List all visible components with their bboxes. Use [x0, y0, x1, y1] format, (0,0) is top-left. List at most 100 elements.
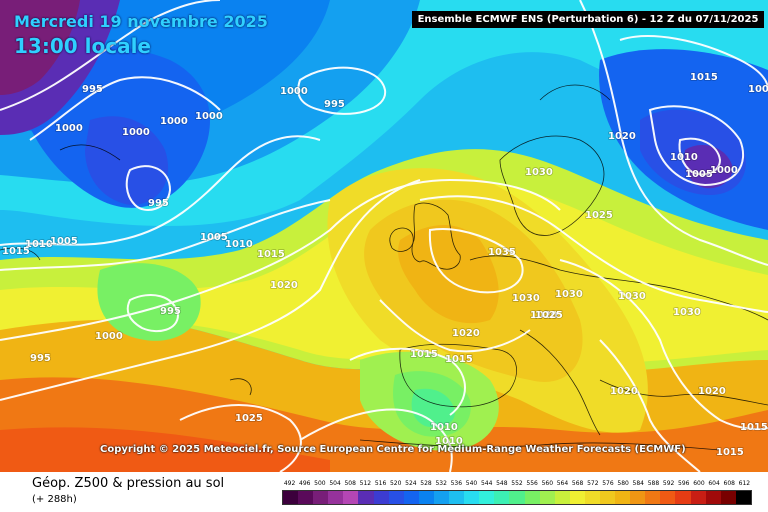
pressure-labels: 995 1000 1000 1000 1000 1000 995 995 101…	[1, 71, 768, 459]
scale-value: 500	[314, 480, 326, 487]
scale-value: 604	[708, 480, 720, 487]
scale-swatch	[615, 491, 631, 504]
pressure-label: 1030	[555, 289, 583, 300]
pressure-label: 995	[148, 198, 169, 209]
pressure-label: 1010	[25, 239, 53, 250]
pressure-label: 1020	[610, 386, 638, 397]
scale-swatch	[735, 491, 751, 504]
pressure-label: 1030	[512, 293, 540, 304]
pressure-label: 1015	[740, 422, 768, 433]
pressure-label: 1030	[673, 307, 701, 318]
pressure-label: 1010	[435, 436, 463, 447]
scale-swatch	[509, 491, 525, 504]
pressure-label: 1020	[530, 310, 558, 321]
scale-swatch	[464, 491, 480, 504]
scale-swatch	[720, 491, 736, 504]
scale-swatch	[705, 491, 721, 504]
scale-value: 608	[723, 480, 735, 487]
scale-value: 584	[632, 480, 644, 487]
scale-swatch	[433, 491, 450, 504]
scale-value: 564	[556, 480, 569, 487]
scale-swatch	[569, 491, 585, 504]
scale-value: 580	[617, 480, 629, 487]
scale-value: 496	[299, 480, 311, 487]
model-banner: Ensemble ECMWF ENS (Perturbation 6) - 12…	[412, 11, 764, 28]
pressure-label: 1000	[710, 165, 738, 176]
geopotential-field: 995 1000 1000 1000 1000 1000 995 995 101…	[0, 0, 768, 472]
pressure-label: 1015	[445, 354, 473, 365]
pressure-label: 1000	[160, 116, 188, 127]
scale-swatch	[675, 491, 691, 504]
pressure-label: 1015	[410, 349, 438, 360]
legend-subtitle: (+ 288h)	[32, 494, 77, 505]
pressure-label: 995	[324, 99, 345, 110]
pressure-label: 1010	[225, 239, 253, 250]
scale-value: 576	[602, 480, 614, 487]
pressure-label: 1015	[690, 72, 718, 83]
legend-title: Géop. Z500 & pression au sol	[32, 476, 225, 491]
scale-value: 528	[420, 480, 432, 487]
pressure-label: 1020	[608, 131, 636, 142]
scale-swatch	[584, 491, 600, 504]
scale-swatch	[660, 491, 676, 504]
scale-value: 540	[465, 480, 478, 487]
pressure-label: 1000	[748, 84, 768, 95]
scale-value: 556	[526, 480, 538, 487]
pressure-label: 1015	[716, 447, 744, 458]
scale-value: 596	[678, 480, 690, 487]
scale-swatch	[298, 491, 314, 504]
scale-value: 568	[571, 480, 584, 487]
scale-value: 560	[541, 480, 554, 487]
scale-value: 492	[283, 480, 296, 487]
scale-value: 548	[496, 480, 508, 487]
scale-value: 572	[587, 480, 599, 487]
pressure-label: 1030	[618, 291, 646, 302]
pressure-label: 1015	[2, 246, 30, 257]
scale-value: 600	[693, 480, 705, 487]
scale-swatch	[403, 491, 419, 504]
scale-value: 524	[405, 480, 417, 487]
scale-value: 612	[738, 480, 751, 487]
pressure-label: 1010	[670, 152, 698, 163]
pressure-label: 1025	[535, 310, 563, 321]
scale-swatch	[524, 491, 540, 504]
scale-swatch	[388, 491, 404, 504]
forecast-date: Mercredi 19 novembre 2025	[14, 12, 268, 31]
scale-swatch	[313, 491, 329, 504]
pressure-label: 1000	[195, 111, 223, 122]
scale-swatch	[479, 491, 495, 504]
scale-value: 588	[647, 480, 660, 487]
pressure-label: 1000	[95, 331, 123, 342]
scale-value: 544	[480, 480, 493, 487]
pressure-label: 1005	[200, 232, 228, 243]
scale-swatch	[283, 491, 299, 504]
pressure-label: 1005	[685, 169, 713, 180]
pressure-label: 1025	[585, 210, 613, 221]
scale-value: 520	[389, 480, 402, 487]
copyright-notice: Copyright © 2025 Meteociel.fr, Source Eu…	[100, 444, 686, 455]
pressure-label: 1000	[55, 123, 83, 134]
scale-swatch	[494, 491, 510, 504]
pressure-label: 995	[82, 84, 103, 95]
scale-swatch	[645, 491, 661, 504]
scale-swatch	[373, 491, 389, 504]
scale-swatch	[343, 491, 359, 504]
scale-value: 512	[359, 480, 372, 487]
scale-value: 508	[344, 480, 356, 487]
pressure-label: 1020	[698, 386, 726, 397]
pressure-label: 1005	[50, 236, 78, 247]
pressure-label: 1020	[270, 280, 298, 291]
scale-value: 536	[450, 480, 463, 487]
pressure-label: 1000	[122, 127, 150, 138]
pressure-label: 1000	[280, 86, 308, 97]
forecast-time: 13:00 locale	[14, 34, 151, 58]
color-scale-bar	[282, 490, 752, 505]
pressure-label: 1035	[488, 247, 516, 258]
scale-swatch	[630, 491, 646, 504]
pressure-label: 995	[160, 306, 181, 317]
scale-value: 516	[374, 480, 387, 487]
pressure-label: 1025	[235, 413, 263, 424]
scale-swatch	[358, 491, 374, 504]
pressure-label: 1015	[257, 249, 285, 260]
scale-value: 504	[329, 480, 341, 487]
